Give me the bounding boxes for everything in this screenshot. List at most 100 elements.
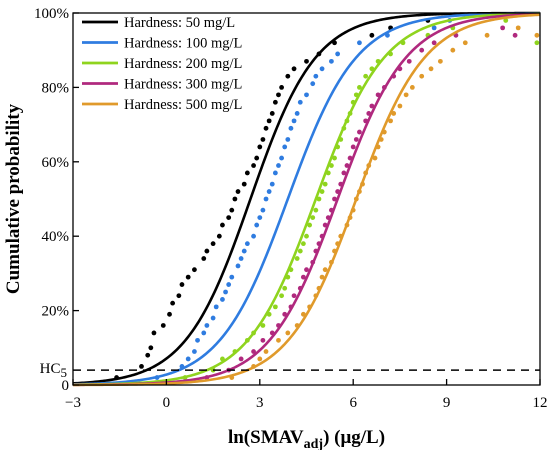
data-point-s0-22 [244,170,250,176]
data-point-s1-28 [285,137,291,142]
data-point-s1-9 [220,297,225,302]
data-point-s4-4 [276,337,281,343]
hc5-label: HC5 [40,361,67,380]
data-point-s1-41 [431,25,437,31]
data-point-s0-2 [145,352,151,358]
data-point-s1-29 [288,125,294,131]
data-point-s0-27 [263,125,269,131]
y-tick-label-3: 60% [42,155,70,171]
data-point-s0-23 [251,163,256,168]
data-point-s4-25 [372,155,378,161]
data-point-s1-31 [294,111,300,116]
data-point-s0-13 [204,248,210,254]
data-point-s1-11 [226,282,232,287]
legend-label-3: Hardness: 300 mg/L [124,77,242,93]
data-point-s1-13 [235,263,241,269]
data-point-s0-1 [139,364,144,369]
x-tick-label-2: 3 [256,395,264,411]
data-point-s1-15 [241,248,247,254]
data-point-s3-40 [500,25,506,31]
data-point-s1-7 [210,315,216,321]
hc5-label-main: HC [40,361,61,377]
data-point-s1-32 [297,99,303,105]
data-point-s0-32 [279,85,284,90]
data-point-s1-4 [195,337,200,343]
data-point-s4-12 [322,267,328,273]
data-point-s3-3 [251,349,256,354]
x-tick-label-1: 0 [163,395,171,411]
data-point-s0-17 [226,215,232,221]
data-point-s2-10 [282,285,288,291]
data-point-s4-32 [403,92,409,98]
data-point-s2-19 [313,207,319,213]
data-point-s2-8 [272,304,278,310]
data-point-s2-33 [357,85,362,90]
data-point-s0-28 [266,118,272,124]
data-point-s1-24 [272,170,278,176]
data-point-s1-8 [213,304,219,310]
data-point-s0-12 [201,256,207,261]
data-point-s4-40 [515,25,521,31]
data-point-s1-21 [263,196,269,202]
data-point-s1-25 [276,163,281,168]
data-point-s2-20 [316,196,322,202]
data-point-s3-23 [341,170,347,176]
data-point-s4-36 [437,58,443,64]
data-point-s0-3 [148,345,154,351]
data-point-s2-15 [300,241,306,247]
data-point-s1-14 [238,256,244,261]
data-point-s2-25 [332,155,337,161]
plot-frame [72,12,541,386]
legend-label-4: Hardness: 500 mg/L [124,97,242,113]
data-point-s2-34 [363,73,369,79]
data-point-s2-13 [294,256,300,261]
data-point-s0-5 [160,323,166,328]
data-point-s4-34 [419,73,425,79]
data-point-s3-24 [344,163,350,168]
data-point-s1-35 [313,73,319,79]
x-tick-label-5: 12 [533,395,548,411]
data-point-s1-18 [254,222,260,228]
data-point-s3-38 [431,40,437,46]
y-tick-label-4: 80% [42,80,70,96]
data-point-s3-27 [353,137,359,142]
data-point-s4-37 [450,47,456,53]
legend-label-0: Hardness: 50 mg/L [124,15,235,31]
y-tick-label-1: 20% [42,304,70,320]
data-point-s4-11 [319,274,325,280]
data-point-s0-19 [232,196,238,202]
data-point-s3-41 [512,32,518,38]
data-point-s0-29 [269,111,275,116]
data-point-s2-18 [310,215,316,221]
data-point-s4-38 [462,40,468,46]
data-point-s1-33 [304,92,309,98]
data-point-s4-39 [484,32,490,38]
data-point-s3-4 [260,337,266,343]
data-point-s4-2 [257,356,263,362]
data-point-s0-31 [276,92,281,98]
data-point-s4-30 [391,111,397,116]
data-point-s3-12 [304,267,309,273]
y-tick-label-5: 100% [34,6,69,22]
data-point-s3-26 [350,144,356,150]
y-tick-label-0: 0 [62,378,70,394]
data-point-s1-20 [260,207,266,213]
data-point-s4-29 [388,118,393,124]
data-point-s1-12 [229,274,235,280]
data-point-s2-42 [534,40,540,46]
data-point-s3-28 [357,129,362,135]
data-point-s1-39 [357,40,362,46]
data-point-s4-31 [397,103,403,109]
data-point-s1-36 [319,66,325,72]
data-point-s0-21 [241,181,247,187]
data-point-s3-37 [419,47,425,53]
data-point-s0-35 [304,58,309,64]
data-point-s0-11 [192,267,197,273]
data-point-s2-24 [329,163,334,168]
series-curve-2 [72,12,541,386]
data-point-s0-15 [216,233,222,239]
data-point-s4-33 [409,85,415,90]
data-point-s2-14 [297,248,303,254]
data-point-s1-23 [269,181,275,187]
data-point-s0-7 [170,300,176,306]
